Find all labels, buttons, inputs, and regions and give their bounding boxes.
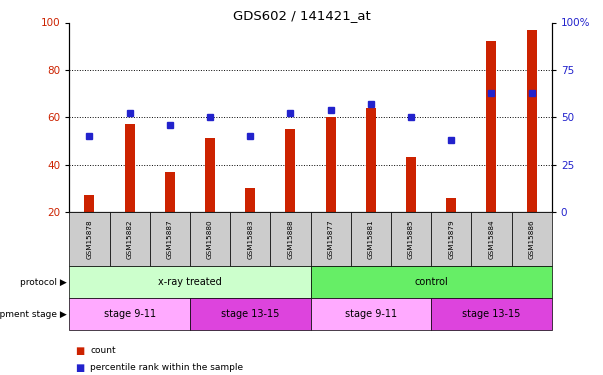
Text: GSM15882: GSM15882	[127, 219, 133, 259]
Bar	[526, 30, 537, 212]
Text: count: count	[90, 346, 116, 355]
Text: GSM15879: GSM15879	[448, 219, 454, 259]
Text: GSM15883: GSM15883	[247, 219, 253, 259]
Text: GSM15881: GSM15881	[368, 219, 374, 259]
Bar	[125, 124, 134, 212]
Text: x-ray treated: x-ray treated	[158, 277, 222, 287]
Text: GSM15880: GSM15880	[207, 219, 213, 259]
Text: protocol ▶: protocol ▶	[19, 278, 66, 286]
Bar	[406, 158, 416, 212]
Bar	[446, 198, 456, 212]
Text: control: control	[414, 277, 448, 287]
Bar	[326, 117, 336, 212]
Bar	[84, 195, 95, 212]
Text: percentile rank within the sample: percentile rank within the sample	[90, 363, 244, 372]
Bar	[366, 108, 376, 212]
Text: GSM15885: GSM15885	[408, 219, 414, 259]
Text: GDS602 / 141421_at: GDS602 / 141421_at	[233, 9, 370, 22]
Text: ■: ■	[75, 363, 84, 372]
Bar	[165, 172, 175, 212]
Bar	[487, 42, 496, 212]
Text: development stage ▶: development stage ▶	[0, 310, 66, 319]
Text: ■: ■	[75, 346, 84, 355]
Text: GSM15877: GSM15877	[327, 219, 333, 259]
Text: GSM15884: GSM15884	[488, 219, 494, 259]
Bar	[205, 138, 215, 212]
Text: stage 9-11: stage 9-11	[104, 309, 156, 319]
Text: GSM15878: GSM15878	[86, 219, 92, 259]
Bar	[245, 188, 255, 212]
Text: GSM15887: GSM15887	[167, 219, 173, 259]
Text: GSM15886: GSM15886	[529, 219, 535, 259]
Text: stage 13-15: stage 13-15	[221, 309, 279, 319]
Bar	[285, 129, 295, 212]
Text: stage 13-15: stage 13-15	[463, 309, 520, 319]
Text: stage 9-11: stage 9-11	[345, 309, 397, 319]
Text: GSM15888: GSM15888	[288, 219, 294, 259]
